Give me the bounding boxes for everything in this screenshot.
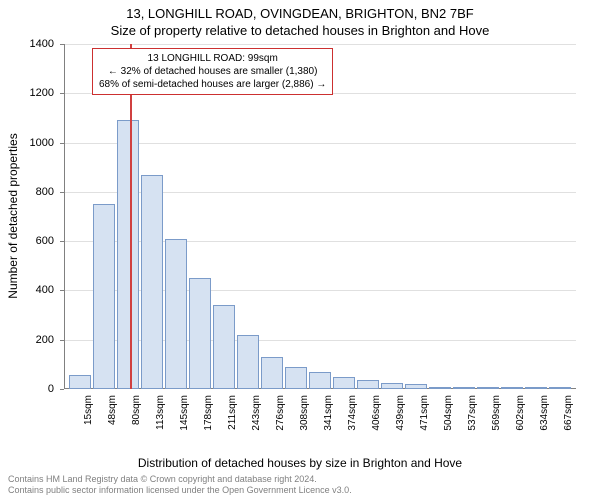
histogram-bar xyxy=(429,387,451,389)
histogram-bar xyxy=(285,367,307,389)
histogram-bar xyxy=(453,387,475,389)
histogram-bar xyxy=(381,383,403,389)
histogram-bar xyxy=(165,239,187,389)
x-tick-label: 439sqm xyxy=(395,395,406,431)
x-tick-label: 602sqm xyxy=(515,395,526,431)
x-tick-label: 667sqm xyxy=(563,395,574,431)
x-tick-label: 504sqm xyxy=(443,395,454,431)
histogram-bar xyxy=(237,335,259,389)
y-axis-labels: 0200400600800100012001400 xyxy=(0,44,60,389)
y-tick-label: 200 xyxy=(36,334,54,346)
annotation-line3: 68% of semi-detached houses are larger (… xyxy=(99,78,326,91)
x-tick-label: 406sqm xyxy=(371,395,382,431)
x-tick-label: 15sqm xyxy=(83,395,94,425)
histogram-bar xyxy=(501,387,523,389)
y-tick-label: 1000 xyxy=(30,137,54,149)
x-tick-label: 178sqm xyxy=(203,395,214,431)
x-axis-title: Distribution of detached houses by size … xyxy=(0,456,600,470)
x-tick-label: 634sqm xyxy=(539,395,550,431)
chart-title-sub: Size of property relative to detached ho… xyxy=(0,21,600,38)
y-tick-label: 1400 xyxy=(30,38,54,50)
footer-line1: Contains HM Land Registry data © Crown c… xyxy=(8,474,352,485)
x-tick-label: 537sqm xyxy=(467,395,478,431)
y-tick-label: 400 xyxy=(36,284,54,296)
histogram-bar xyxy=(261,357,283,389)
x-tick-label: 276sqm xyxy=(275,395,286,431)
histogram-bar xyxy=(117,120,139,389)
histogram-bar xyxy=(189,278,211,389)
x-tick-label: 374sqm xyxy=(347,395,358,431)
y-tick-label: 800 xyxy=(36,186,54,198)
annotation-line1: 13 LONGHILL ROAD: 99sqm xyxy=(99,52,326,65)
histogram-bar xyxy=(333,377,355,389)
y-tick xyxy=(60,389,64,390)
x-tick-label: 211sqm xyxy=(227,395,238,430)
x-tick-label: 113sqm xyxy=(155,395,166,430)
chart-container: 13, LONGHILL ROAD, OVINGDEAN, BRIGHTON, … xyxy=(0,0,600,500)
histogram-bar xyxy=(141,175,163,389)
histogram-bar xyxy=(405,384,427,389)
y-tick-label: 600 xyxy=(36,235,54,247)
attribution-footer: Contains HM Land Registry data © Crown c… xyxy=(8,474,352,496)
histogram-bar xyxy=(357,380,379,389)
x-axis-labels: 15sqm 48sqm 80sqm 113sqm 145sqm 178sqm 211sqm 2… xyxy=(64,391,576,441)
x-tick-label: 145sqm xyxy=(179,395,190,431)
histogram-bar xyxy=(69,375,91,389)
plot-area xyxy=(64,44,576,389)
x-tick-label: 569sqm xyxy=(491,395,502,431)
histogram-bar xyxy=(477,387,499,389)
histogram-bar xyxy=(309,372,331,389)
x-tick-label: 48sqm xyxy=(107,395,118,425)
footer-line2: Contains public sector information licen… xyxy=(8,485,352,496)
x-tick-label: 471sqm xyxy=(419,395,430,431)
annotation-line2: ← 32% of detached houses are smaller (1,… xyxy=(99,65,326,78)
x-tick-label: 341sqm xyxy=(323,395,334,431)
x-tick-label: 80sqm xyxy=(131,395,142,425)
bars-group xyxy=(64,44,576,389)
y-tick-label: 1200 xyxy=(30,87,54,99)
histogram-bar xyxy=(549,387,571,389)
y-tick-label: 0 xyxy=(48,383,54,395)
x-tick-label: 308sqm xyxy=(299,395,310,431)
annotation-callout: 13 LONGHILL ROAD: 99sqm ← 32% of detache… xyxy=(92,48,333,95)
x-tick-label: 243sqm xyxy=(251,395,262,431)
histogram-bar xyxy=(213,305,235,389)
histogram-bar xyxy=(93,204,115,389)
property-marker-line xyxy=(130,44,132,389)
chart-title-main: 13, LONGHILL ROAD, OVINGDEAN, BRIGHTON, … xyxy=(0,0,600,21)
histogram-bar xyxy=(525,387,547,389)
